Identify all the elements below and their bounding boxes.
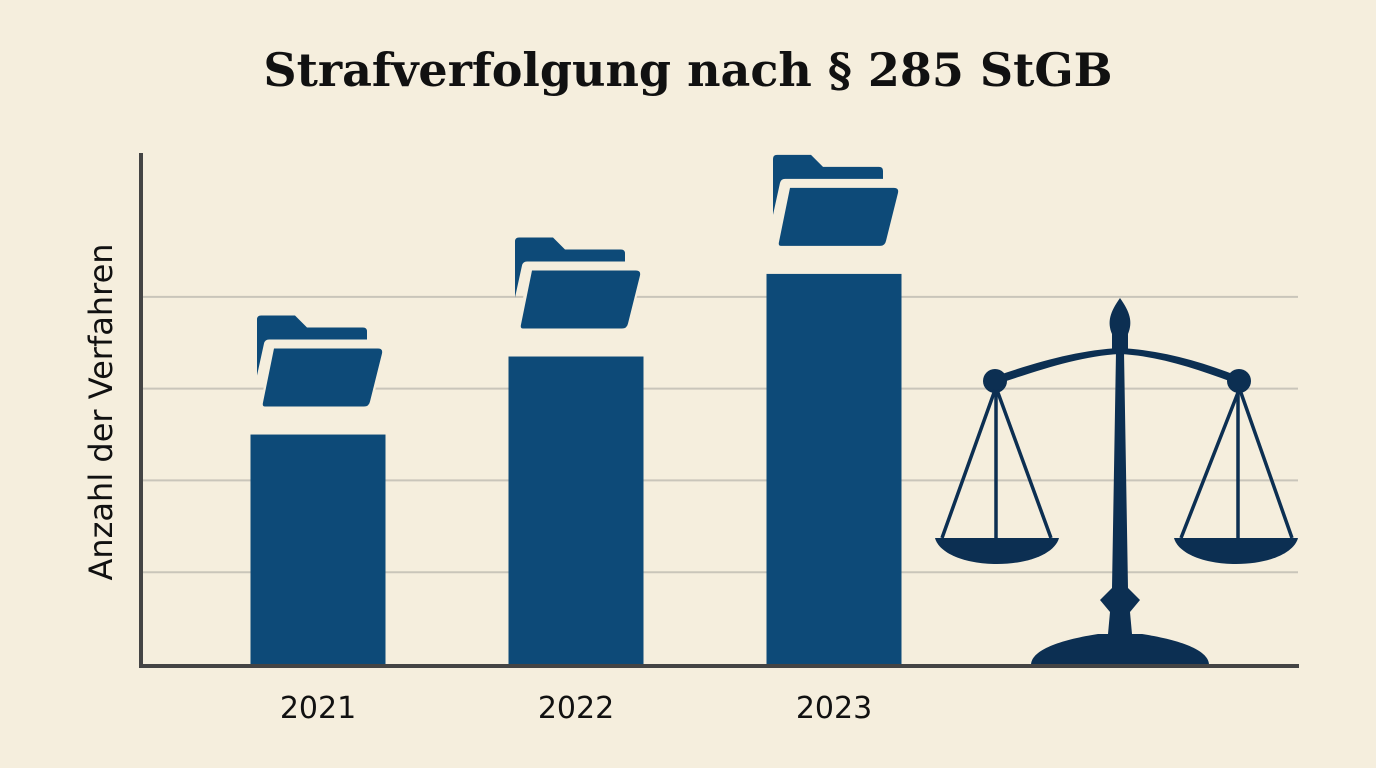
folder-icon [257,315,386,409]
folder-icon [515,237,644,331]
scales-of-justice-icon [935,298,1298,665]
bar-2022 [508,356,644,664]
chart-title: Strafverfolgung nach § 285 StGB [263,43,1112,97]
scale-left-strings [940,389,1053,539]
folder-icon [773,154,902,248]
x-tick-label-2021: 2021 [280,691,356,726]
x-tick-labels: 2021 2022 2023 [280,691,872,726]
bar-2023 [766,273,902,664]
scale-pillar [1100,352,1140,634]
y-axis-label: Anzahl der Verfahren [82,243,120,580]
scale-left-pan [935,538,1059,564]
scale-beam-knob-right [1227,369,1251,393]
scale-beam [994,348,1240,385]
folder-icons [257,154,902,409]
scale-right-pan [1174,538,1298,564]
bar-2021 [250,434,386,664]
scale-finial [1109,298,1131,354]
x-tick-label-2023: 2023 [796,691,872,726]
scale-beam-knob-left [983,369,1007,393]
bars [250,273,902,664]
scale-right-strings [1179,389,1294,539]
scale-base [1031,634,1209,665]
x-tick-label-2022: 2022 [538,691,614,726]
